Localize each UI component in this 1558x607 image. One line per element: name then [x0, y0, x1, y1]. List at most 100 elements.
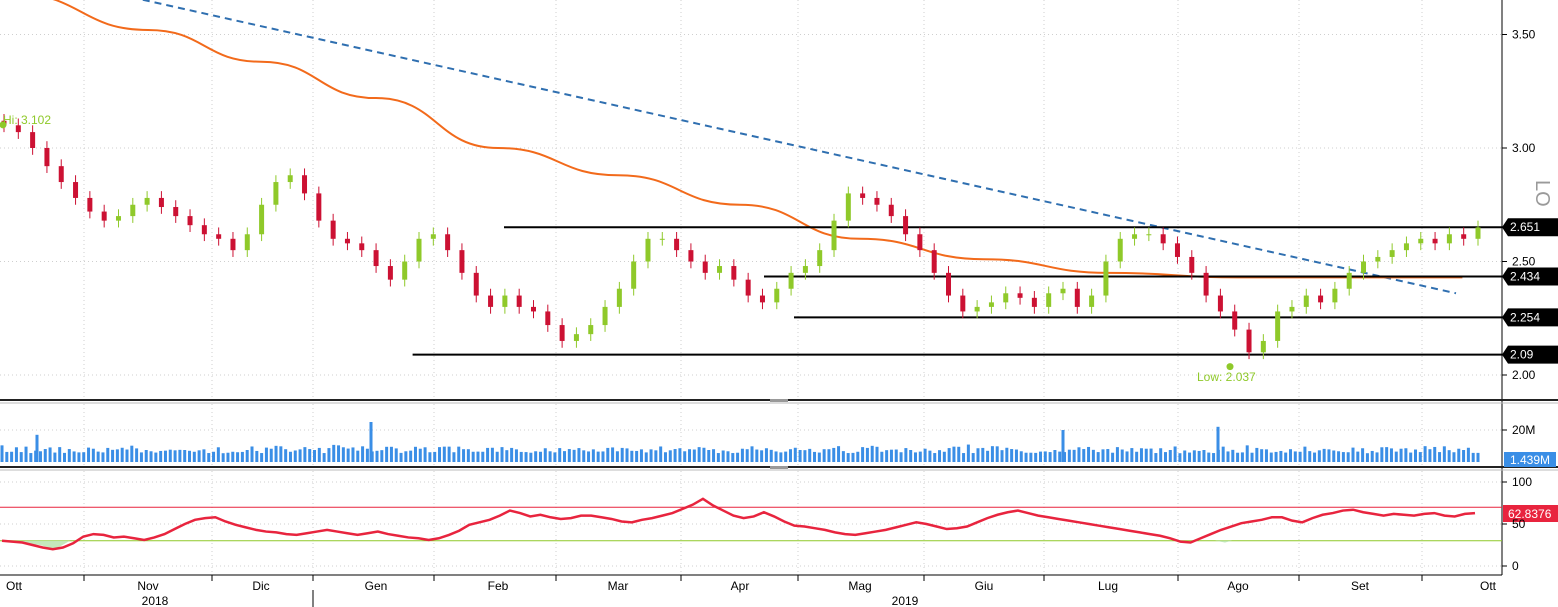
rsi-oversold-fill — [2, 540, 70, 550]
candle-body — [1403, 243, 1409, 251]
candle-body — [430, 234, 436, 239]
volume-bar — [731, 453, 735, 462]
volume-bar — [870, 445, 874, 462]
candle-body — [1246, 329, 1252, 353]
volume-bar — [399, 452, 403, 462]
volume-bar — [1159, 448, 1163, 462]
volume-bar — [125, 449, 129, 462]
level-tag — [1502, 267, 1558, 286]
volume-bar — [192, 451, 196, 462]
volume-bar — [341, 447, 345, 462]
volume-bar — [813, 451, 817, 462]
volume-bar — [1188, 452, 1192, 462]
volume-bar — [1120, 449, 1124, 462]
volume-bar — [1061, 430, 1065, 462]
volume-bar — [1236, 452, 1240, 462]
volume-bar — [163, 450, 167, 462]
volume-bar — [313, 450, 317, 462]
candle-body — [1031, 297, 1037, 307]
volume-bar — [1442, 446, 1446, 462]
candle-body — [73, 182, 79, 198]
volume-bar — [269, 448, 273, 462]
volume-bar — [894, 449, 898, 462]
volume-bar — [303, 447, 307, 462]
volume-bar — [808, 448, 812, 462]
volume-bar — [683, 451, 687, 462]
candle-body — [559, 325, 565, 341]
gridlines — [0, 0, 1502, 574]
volume-bar — [1144, 448, 1148, 462]
volume-bar — [1433, 446, 1437, 462]
panel-resize-handle[interactable] — [770, 399, 788, 469]
month-label: Mar — [608, 579, 629, 593]
volume-bar — [178, 449, 182, 462]
volume-bar — [120, 447, 124, 462]
candle-body — [588, 325, 594, 335]
volume-bar — [236, 452, 240, 462]
low-label: Low: 2.037 — [1197, 370, 1256, 384]
volume-bar — [394, 448, 398, 462]
candle-body — [1375, 256, 1381, 262]
volume-bar — [1288, 449, 1292, 462]
volume-bar — [1226, 451, 1230, 462]
month-label: Giu — [975, 579, 994, 593]
volume-bar — [933, 453, 937, 462]
volume-bar — [389, 446, 393, 462]
price-axis-label: 3.50 — [1512, 28, 1536, 42]
candle-body — [917, 234, 923, 251]
volume-bar — [918, 451, 922, 462]
candle-body — [173, 207, 179, 217]
volume-bar — [788, 449, 792, 462]
volume-bar — [1072, 449, 1076, 462]
volume-bar — [990, 446, 994, 462]
volume-bar — [1370, 450, 1374, 462]
hi-marker — [0, 121, 7, 129]
candle-body — [488, 295, 494, 307]
volume-bar — [457, 446, 461, 462]
volume-bar — [1337, 451, 1341, 462]
candle-body — [30, 132, 36, 148]
volume-bar — [1192, 450, 1196, 462]
volume-bar — [1048, 452, 1052, 462]
volume-bar — [250, 446, 254, 462]
candle-body — [1074, 288, 1080, 307]
volume-bar — [654, 450, 658, 462]
volume-bar — [1428, 449, 1432, 462]
volume-bar — [1404, 448, 1408, 462]
volume-bar — [495, 451, 499, 462]
candle-body — [1203, 272, 1209, 296]
volume-bar — [702, 447, 706, 462]
volume-bar — [63, 452, 67, 462]
volume-bar — [510, 447, 514, 462]
candle-body — [903, 216, 909, 235]
candle-body — [402, 261, 408, 280]
volume-bar — [1418, 452, 1422, 462]
volume-bar — [1409, 452, 1413, 462]
volume-bar — [1163, 452, 1167, 462]
volume-bar — [1361, 448, 1365, 462]
volume-bar — [519, 451, 523, 462]
volume-bar — [543, 448, 547, 462]
volume-bar — [721, 450, 725, 462]
candle-body — [845, 193, 851, 221]
right-axis: 3.50 3.00 2.50 2.00 20M 100 50 0 — [1502, 28, 1536, 573]
volume-bar — [308, 449, 312, 462]
volume-bar — [380, 450, 384, 462]
volume-bar — [356, 450, 360, 462]
candle-body — [44, 148, 50, 167]
volume-bar — [423, 447, 427, 462]
volume-bar — [514, 449, 518, 462]
candle-body — [1132, 234, 1138, 239]
rsi-oversold-fill — [1215, 540, 1232, 543]
volume-bar — [1341, 452, 1345, 462]
volume-bar — [1317, 450, 1321, 462]
volume-bar — [928, 450, 932, 462]
candle-body — [1361, 261, 1367, 273]
candle-body — [273, 182, 279, 205]
low-marker — [1226, 363, 1234, 371]
month-label: Ago — [1227, 579, 1249, 593]
candle-body — [1446, 234, 1452, 244]
volume-bar — [1125, 451, 1129, 462]
candle-body — [745, 279, 751, 296]
month-label: Apr — [731, 579, 750, 593]
